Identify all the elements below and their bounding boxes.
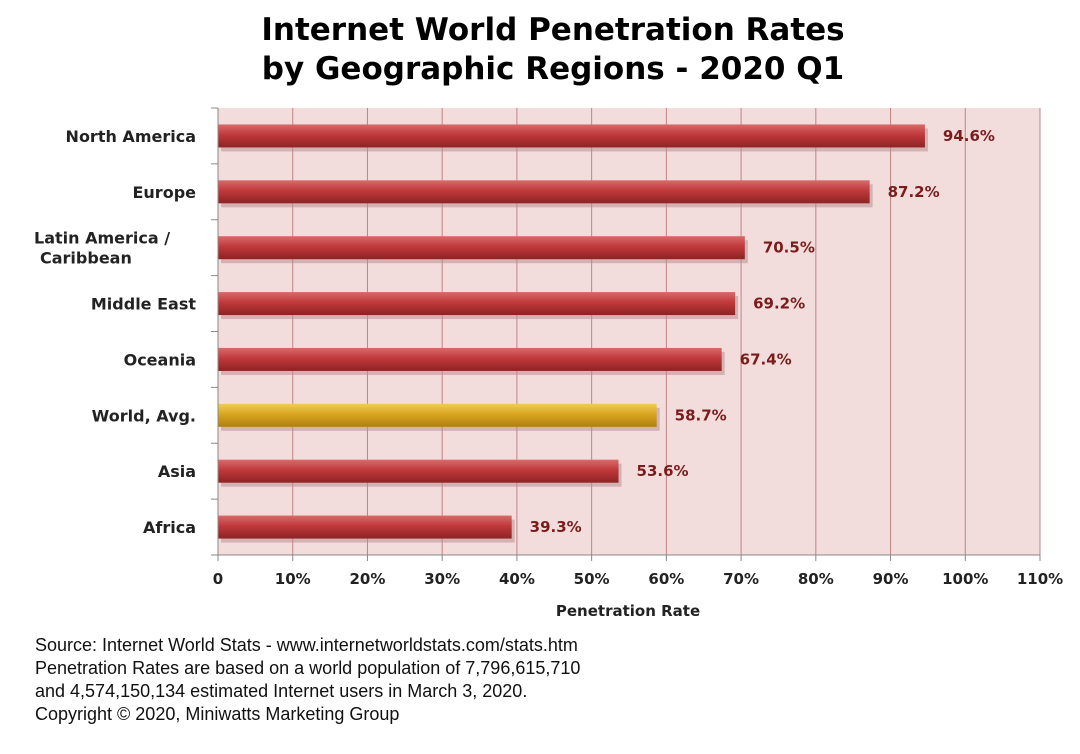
x-tick-label: 60%: [648, 570, 684, 588]
x-tick-label: 50%: [574, 570, 610, 588]
x-tick-label: 40%: [499, 570, 535, 588]
bar: [218, 180, 870, 204]
chart-title-line-2: by Geographic Regions - 2020 Q1: [262, 51, 844, 87]
category-label: Oceania: [124, 350, 196, 369]
axes: [211, 107, 1041, 561]
value-label: 70.5%: [763, 239, 815, 257]
x-tick-label: 70%: [723, 570, 759, 588]
x-tick-labels: 0 10% 20% 30% 40% 50% 60% 70% 80% 90% 100% 110%: [213, 570, 1063, 588]
bar: [218, 515, 512, 539]
value-label: 53.6%: [637, 462, 689, 480]
bar: [218, 124, 925, 148]
category-labels: North America Europe Latin America /Caribb…: [34, 127, 196, 537]
value-label: 94.6%: [943, 127, 995, 145]
category-label: Latin America /: [34, 229, 170, 248]
bar: [218, 236, 745, 260]
bar: [218, 347, 722, 371]
x-tick-label: 80%: [798, 570, 834, 588]
value-label: 69.2%: [753, 295, 805, 313]
category-label: Middle East: [91, 295, 196, 314]
x-axis-label: Penetration Rate: [556, 602, 700, 620]
value-label: 67.4%: [740, 350, 792, 368]
x-tick-label: 30%: [424, 570, 460, 588]
x-tick-label: 10%: [275, 570, 311, 588]
value-label: 87.2%: [888, 183, 940, 201]
bar-world-average: [218, 403, 657, 427]
x-tick-label: 20%: [350, 570, 386, 588]
bar: [218, 459, 619, 483]
plot-area: [218, 108, 1040, 555]
copyright-line: Copyright © 2020, Miniwatts Marketing Gr…: [35, 704, 400, 724]
penetration-rate-chart: Internet World Penetration Rates by Geog…: [34, 12, 1063, 620]
category-label: World, Avg.: [92, 406, 196, 425]
population-note-line: Penetration Rates are based on a world p…: [35, 658, 581, 678]
chart-title-line-1: Internet World Penetration Rates: [261, 12, 844, 48]
x-tick-label: 0: [213, 570, 223, 588]
x-tick-label: 100%: [942, 570, 988, 588]
x-tick-label: 90%: [873, 570, 909, 588]
category-label: North America: [66, 127, 196, 146]
category-label: Asia: [158, 462, 196, 481]
bar: [218, 292, 736, 316]
value-labels: 94.6% 87.2% 70.5% 69.2% 67.4% 58.7% 53.6% 39.3%: [530, 127, 995, 536]
value-label: 39.3%: [530, 518, 582, 536]
bars: [218, 124, 928, 543]
x-tick-label: 110%: [1017, 570, 1063, 588]
category-label: Caribbean: [40, 249, 132, 268]
source-note: Source: Internet World Stats - www.inter…: [35, 634, 580, 726]
category-label: Europe: [132, 183, 196, 202]
value-label: 58.7%: [675, 406, 727, 424]
category-label: Africa: [143, 518, 196, 537]
users-note-line: and 4,574,150,134 estimated Internet use…: [35, 681, 528, 701]
source-line: Source: Internet World Stats - www.inter…: [35, 635, 578, 655]
